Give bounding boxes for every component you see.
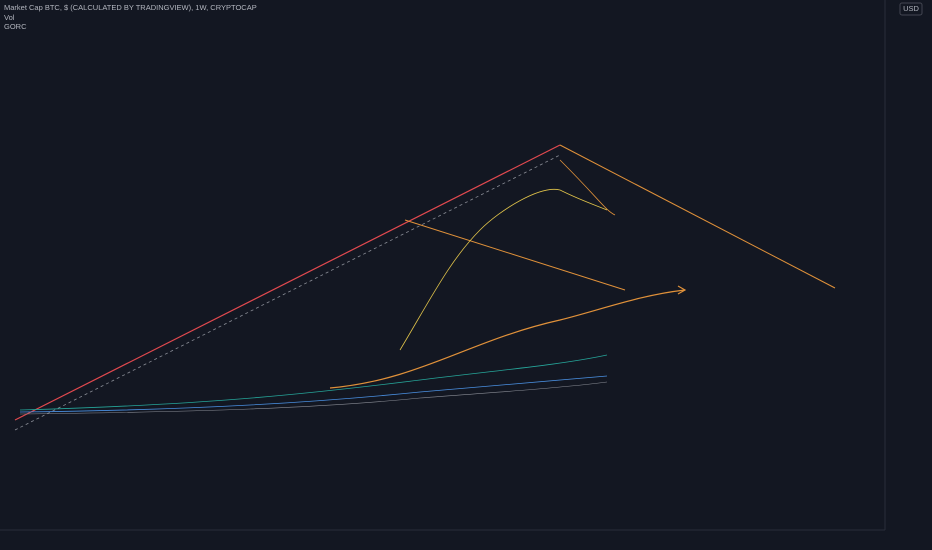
- moving-average: [399, 188, 608, 351]
- drawings: [14, 144, 836, 431]
- trend-line: [404, 219, 626, 291]
- moving-average: [329, 289, 686, 389]
- currency[interactable]: USD: [903, 4, 919, 13]
- trend-line: [559, 159, 616, 216]
- trend-line: [14, 144, 561, 421]
- moving-average: [19, 354, 608, 411]
- chart-title: Market Cap BTC, $ (CALCULATED BY TRADING…: [4, 3, 257, 12]
- price-axis: [885, 0, 932, 550]
- arrow-head: [677, 285, 687, 295]
- moving-average: [19, 375, 608, 413]
- trend-line: [559, 144, 836, 289]
- currency-box[interactable]: [899, 2, 923, 16]
- indicator-label: Vol: [4, 13, 15, 22]
- indicator-label: GORC: [4, 22, 27, 31]
- moving-average: [19, 381, 608, 415]
